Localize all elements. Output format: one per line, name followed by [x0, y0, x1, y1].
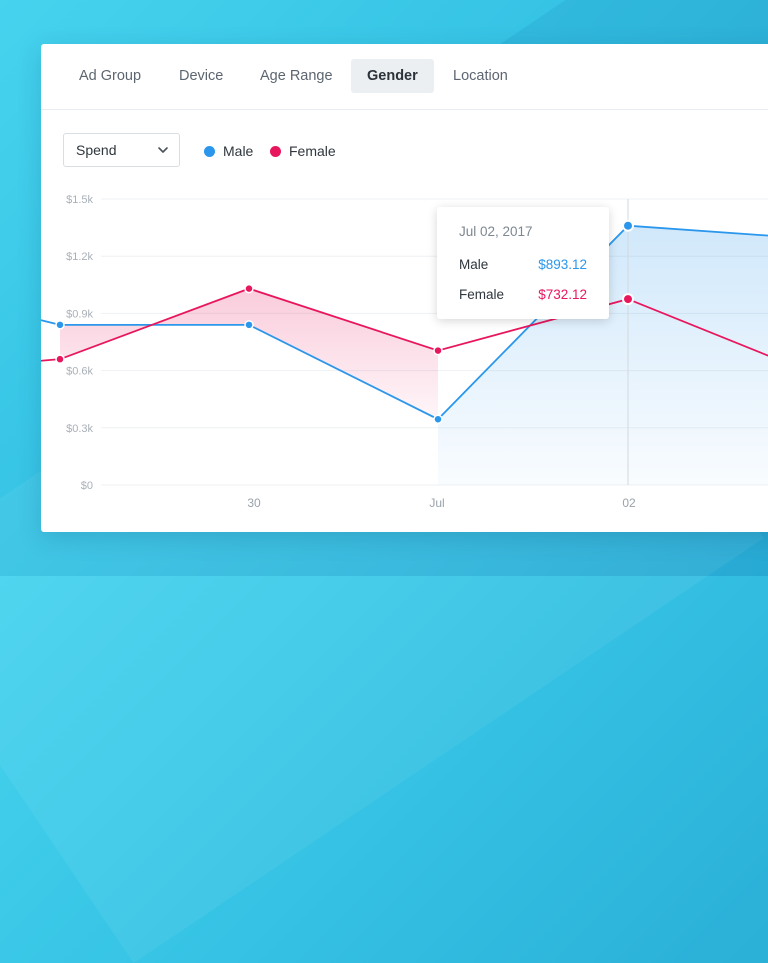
metric-select-value: Spend	[76, 142, 117, 158]
tooltip-series-name: Male	[459, 257, 489, 272]
female-point	[433, 345, 443, 356]
male-point	[55, 320, 65, 330]
tab-ad-group[interactable]: Ad Group	[79, 68, 142, 84]
male-line	[41, 224, 768, 421]
female-point	[244, 283, 254, 294]
tab-age-range[interactable]: Age Range	[260, 68, 333, 84]
female-point	[55, 354, 65, 364]
chart-card: Ad Group Device Age Range Gender Locatio…	[41, 44, 768, 532]
line-chart: $0 $0.3k $0.6k $0.9k $1.2k $1.5k 30 Jul 02	[41, 194, 768, 510]
legend-item-male[interactable]: Male	[204, 141, 253, 161]
male-dot-icon	[204, 146, 215, 157]
male-point	[433, 414, 443, 424]
female-dot-icon	[270, 146, 281, 157]
tooltip-series-name: Female	[459, 287, 505, 302]
legend-label: Male	[223, 143, 254, 159]
tooltip-row-male: Male $893.12	[459, 257, 587, 275]
tab-gender[interactable]: Gender	[351, 59, 434, 93]
x-tick-label: 02	[622, 496, 636, 510]
male-point	[622, 219, 634, 232]
x-tick-label: 30	[247, 496, 261, 510]
y-tick-label: $1.5k	[66, 194, 93, 206]
tab-location[interactable]: Location	[453, 68, 508, 84]
metric-select[interactable]: Spend	[63, 133, 180, 167]
legend-item-female[interactable]: Female	[270, 141, 336, 161]
tooltip-value: $732.12	[538, 287, 587, 302]
tooltip-row-female: Female $732.12	[459, 287, 587, 305]
female-line	[41, 287, 768, 362]
y-tick-label: $0	[81, 480, 93, 492]
tab-device[interactable]: Device	[179, 68, 224, 84]
male-point	[244, 320, 254, 330]
tooltip-date: Jul 02, 2017	[459, 224, 533, 239]
chevron-down-icon	[158, 147, 168, 153]
legend-label: Female	[289, 143, 336, 159]
tooltip-value: $893.12	[538, 257, 587, 272]
female-area	[60, 288, 438, 420]
tab-bar: Ad Group Device Age Range Gender Locatio…	[41, 44, 768, 110]
x-tick-label: Jul	[429, 496, 444, 510]
female-point	[622, 293, 634, 306]
chart-tooltip: Jul 02, 2017 Male $893.12 Female $732.12	[437, 207, 609, 319]
y-tick-label: $0.9k	[66, 308, 93, 320]
male-area	[438, 225, 768, 485]
y-tick-label: $1.2k	[66, 251, 93, 263]
y-tick-label: $0.6k	[66, 366, 93, 378]
y-tick-label: $0.3k	[66, 423, 93, 435]
